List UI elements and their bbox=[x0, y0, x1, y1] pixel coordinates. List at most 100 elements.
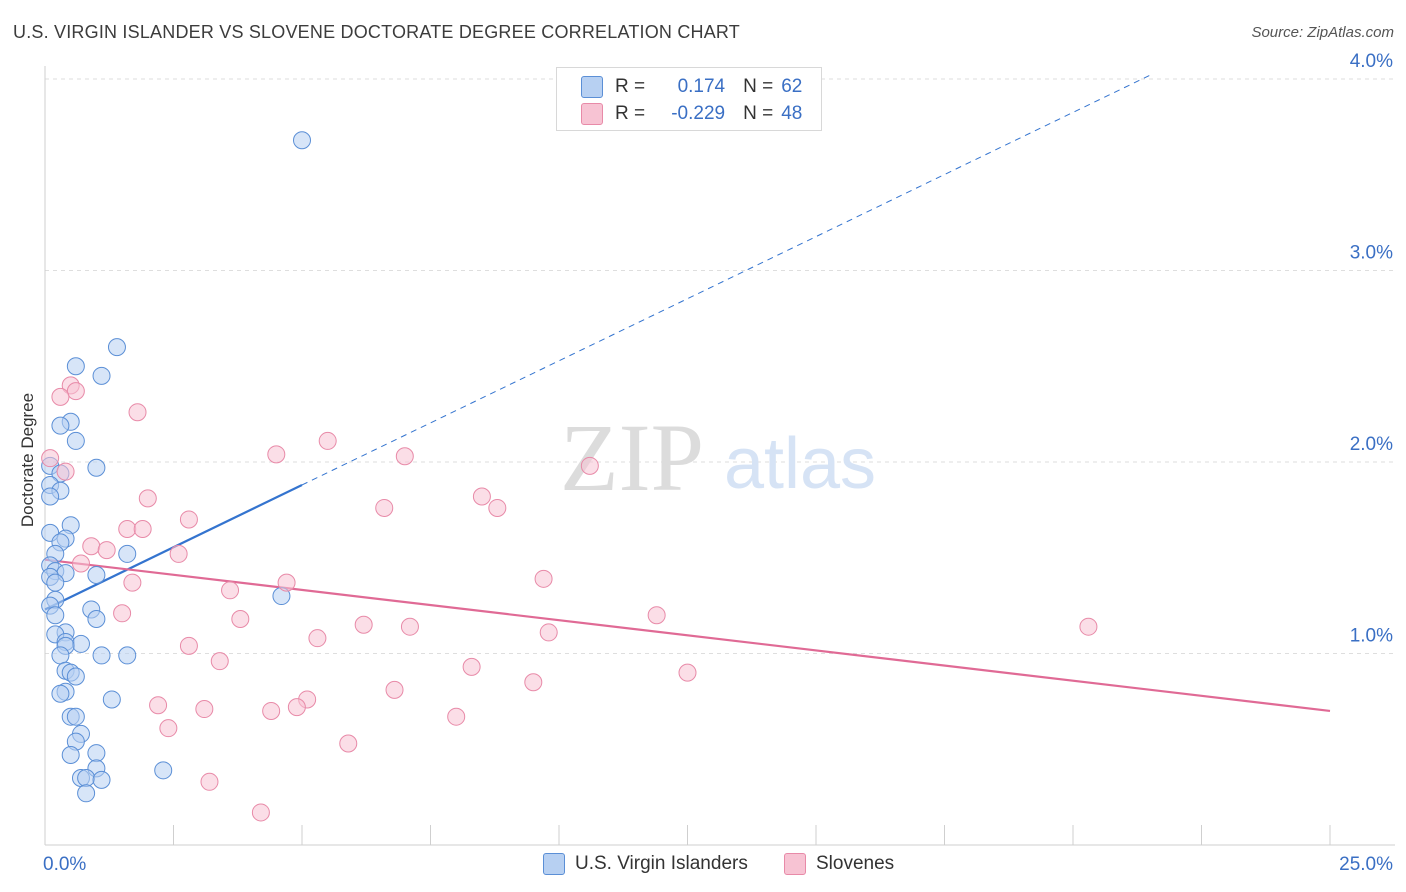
point-slovenes bbox=[318, 431, 337, 450]
bottom-legend-label-blue: U.S. Virgin Islanders bbox=[575, 853, 748, 874]
point-virgin-islanders bbox=[46, 606, 65, 625]
point-slovenes bbox=[375, 498, 394, 517]
point-virgin-islanders bbox=[92, 366, 111, 385]
point-virgin-islanders bbox=[293, 131, 311, 150]
legend-row-blue: R = 0.174 N = 62 bbox=[581, 74, 802, 100]
point-virgin-islanders bbox=[66, 431, 85, 450]
point-virgin-islanders bbox=[87, 610, 106, 629]
tick-labels: 1.0% 2.0% 3.0% 4.0% 0.0% 25.0% bbox=[43, 51, 1393, 875]
watermark-atlas: atlas bbox=[724, 424, 876, 504]
point-slovenes bbox=[534, 569, 553, 588]
bottom-legend-pink: Slovenes bbox=[784, 852, 894, 876]
point-slovenes bbox=[179, 636, 198, 655]
point-virgin-islanders bbox=[107, 338, 126, 357]
bottom-legend-swatch-blue bbox=[543, 853, 565, 875]
point-slovenes bbox=[123, 573, 142, 592]
point-virgin-islanders bbox=[118, 544, 137, 563]
point-slovenes bbox=[133, 520, 152, 539]
y-axis-label: Doctorate Degree bbox=[18, 392, 37, 528]
point-slovenes bbox=[539, 623, 558, 642]
point-slovenes bbox=[395, 447, 414, 466]
legend-swatch-blue bbox=[581, 76, 603, 98]
point-slovenes bbox=[524, 673, 543, 692]
point-slovenes bbox=[339, 734, 358, 753]
point-slovenes bbox=[51, 387, 70, 406]
point-slovenes bbox=[56, 462, 75, 481]
point-slovenes bbox=[262, 701, 281, 720]
point-slovenes bbox=[71, 554, 90, 573]
watermark: ZIP atlas bbox=[560, 404, 876, 511]
data-points bbox=[41, 131, 1098, 822]
point-virgin-islanders bbox=[51, 416, 70, 435]
point-slovenes bbox=[580, 456, 599, 475]
legend-n-label: N = bbox=[743, 103, 774, 124]
chart-title: U.S. VIRGIN ISLANDER VS SLOVENE DOCTORAT… bbox=[13, 22, 741, 42]
point-slovenes bbox=[138, 489, 157, 508]
point-virgin-islanders bbox=[154, 761, 173, 780]
point-virgin-islanders bbox=[66, 357, 85, 376]
point-slovenes bbox=[149, 696, 168, 715]
point-virgin-islanders bbox=[51, 646, 70, 665]
point-virgin-islanders bbox=[87, 744, 106, 763]
point-slovenes bbox=[267, 445, 286, 464]
point-slovenes bbox=[195, 700, 214, 719]
trend-line-virgin-islanders-extension bbox=[301, 74, 1151, 486]
point-slovenes bbox=[200, 772, 219, 791]
point-virgin-islanders bbox=[87, 565, 106, 584]
y-tick-label: 2.0% bbox=[1350, 434, 1393, 455]
legend-r-value-blue: 0.174 bbox=[677, 76, 726, 97]
point-slovenes bbox=[82, 537, 101, 556]
point-slovenes bbox=[128, 403, 147, 422]
point-slovenes bbox=[179, 510, 198, 529]
legend-r-label: R = bbox=[615, 103, 646, 124]
y-tick-label: 1.0% bbox=[1350, 626, 1393, 647]
x-tick-label: 25.0% bbox=[1339, 854, 1393, 875]
point-virgin-islanders bbox=[102, 690, 121, 709]
point-slovenes bbox=[210, 652, 229, 671]
legend-n-label: N = bbox=[743, 76, 774, 97]
point-slovenes bbox=[159, 719, 178, 738]
point-virgin-islanders bbox=[77, 768, 96, 787]
watermark-zip: ZIP bbox=[560, 404, 704, 511]
legend-swatch-pink bbox=[581, 103, 603, 125]
point-virgin-islanders bbox=[61, 745, 80, 764]
point-virgin-islanders bbox=[87, 458, 106, 477]
legend-n-value-pink: 48 bbox=[781, 103, 803, 124]
point-virgin-islanders bbox=[66, 707, 85, 726]
point-slovenes bbox=[66, 382, 85, 401]
point-slovenes bbox=[251, 803, 270, 822]
point-slovenes bbox=[678, 663, 697, 682]
point-virgin-islanders bbox=[51, 684, 70, 703]
x-tick-label: 0.0% bbox=[43, 854, 86, 875]
point-slovenes bbox=[231, 610, 250, 629]
point-virgin-islanders bbox=[66, 667, 85, 686]
point-slovenes bbox=[113, 604, 132, 623]
axes bbox=[44, 66, 1395, 846]
legend-r-label: R = bbox=[615, 76, 646, 97]
point-slovenes bbox=[118, 520, 137, 539]
trend-line-slovenes bbox=[44, 558, 1331, 713]
point-virgin-islanders bbox=[41, 487, 60, 506]
point-slovenes bbox=[97, 541, 116, 560]
legend-r-value-pink: -0.229 bbox=[671, 103, 726, 124]
legend-n-value-blue: 62 bbox=[781, 76, 803, 97]
stats-legend: R = 0.174 N = 62 R = -0.229 N = 48 bbox=[556, 67, 822, 131]
point-slovenes bbox=[385, 680, 404, 699]
legend-row-pink: R = -0.229 N = 48 bbox=[581, 101, 802, 127]
point-slovenes bbox=[169, 544, 188, 563]
point-slovenes bbox=[472, 487, 491, 506]
bottom-legend-label-pink: Slovenes bbox=[816, 853, 895, 874]
point-slovenes bbox=[400, 617, 419, 636]
point-slovenes bbox=[41, 449, 60, 468]
point-virgin-islanders bbox=[92, 646, 111, 665]
y-tick-label: 3.0% bbox=[1350, 243, 1393, 264]
point-slovenes bbox=[277, 573, 296, 592]
point-slovenes bbox=[1079, 617, 1098, 636]
point-virgin-islanders bbox=[71, 634, 90, 653]
point-slovenes bbox=[287, 698, 306, 717]
point-slovenes bbox=[308, 629, 327, 648]
point-slovenes bbox=[488, 498, 507, 517]
point-slovenes bbox=[221, 581, 240, 600]
point-virgin-islanders bbox=[46, 573, 65, 592]
